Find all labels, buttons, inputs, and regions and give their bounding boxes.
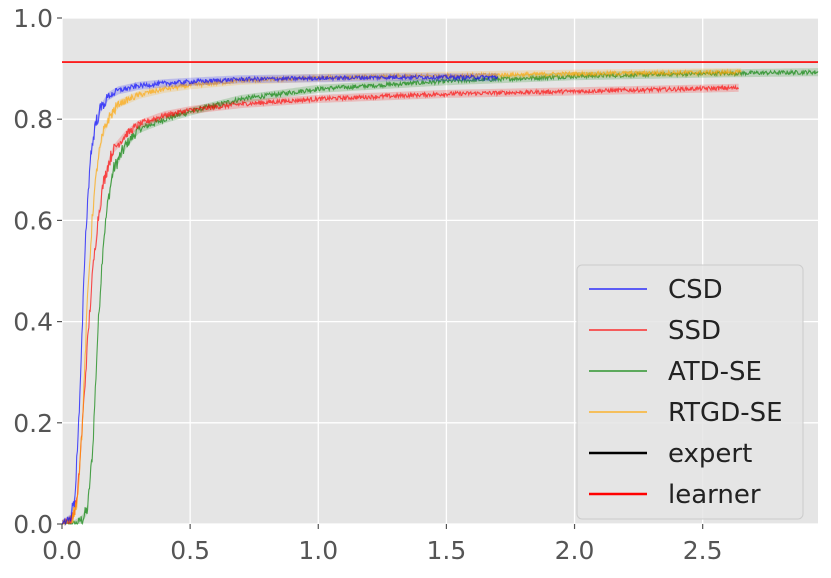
x-tick-label: 1.5 — [427, 536, 467, 565]
x-tick-label: 0.5 — [170, 536, 210, 565]
x-tick-label: 1.0 — [298, 536, 338, 565]
legend-label: RTGD-SE — [668, 398, 783, 428]
grid-lines — [61, 17, 818, 525]
y-tick-label: 0.0 — [13, 510, 53, 539]
legend-label: ATD-SE — [668, 357, 762, 387]
y-axis-ticks: 0.0 0.2 0.4 0.6 0.8 1.0 — [13, 4, 62, 539]
legend-label: learner — [668, 480, 761, 510]
ssd-band — [62, 83, 739, 525]
y-tick-label: 1.0 — [13, 4, 53, 33]
legend-box — [576, 264, 804, 520]
ssd-series-line — [62, 84, 740, 525]
atd-se-series-line — [61, 68, 819, 526]
y-tick-label: 0.4 — [13, 308, 53, 337]
x-tick-label: 2.5 — [683, 536, 723, 565]
data-series — [61, 68, 819, 527]
legend: CSD SSD ATD-SE RTGD-SE expert learner — [576, 264, 804, 520]
y-tick-label: 0.8 — [13, 105, 53, 134]
legend-label: SSD — [668, 316, 721, 346]
x-tick-label: 2.0 — [555, 536, 595, 565]
csd-series-line — [62, 73, 499, 526]
x-axis-ticks: 0.0 0.5 1.0 1.5 2.0 2.5 — [42, 524, 723, 565]
legend-label: expert — [668, 439, 752, 469]
y-tick-label: 0.2 — [13, 409, 53, 438]
y-tick-label: 0.6 — [13, 206, 53, 235]
x-tick-label: 0.0 — [42, 536, 82, 565]
legend-label: CSD — [668, 275, 723, 305]
